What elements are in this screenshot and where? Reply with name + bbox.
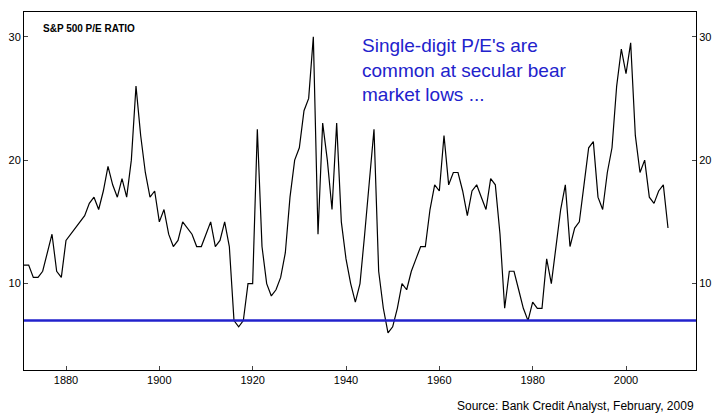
svg-text:1920: 1920 — [240, 374, 264, 386]
svg-text:10: 10 — [9, 277, 21, 289]
svg-text:1940: 1940 — [334, 374, 358, 386]
svg-text:1980: 1980 — [520, 374, 544, 386]
svg-text:10: 10 — [699, 277, 711, 289]
svg-text:1880: 1880 — [54, 374, 78, 386]
svg-text:20: 20 — [699, 154, 711, 166]
svg-text:Single-digit P/E's arecommon a: Single-digit P/E's arecommon at secular … — [362, 35, 566, 105]
svg-text:1900: 1900 — [147, 374, 171, 386]
svg-text:30: 30 — [9, 31, 21, 43]
svg-text:Source: Bank Credit Analyst, F: Source: Bank Credit Analyst, February, 2… — [457, 399, 694, 413]
svg-text:20: 20 — [9, 154, 21, 166]
svg-text:2000: 2000 — [614, 374, 638, 386]
svg-text:1960: 1960 — [427, 374, 451, 386]
svg-text:S&P 500 P/E RATIO: S&P 500 P/E RATIO — [43, 23, 135, 34]
svg-text:30: 30 — [699, 31, 711, 43]
